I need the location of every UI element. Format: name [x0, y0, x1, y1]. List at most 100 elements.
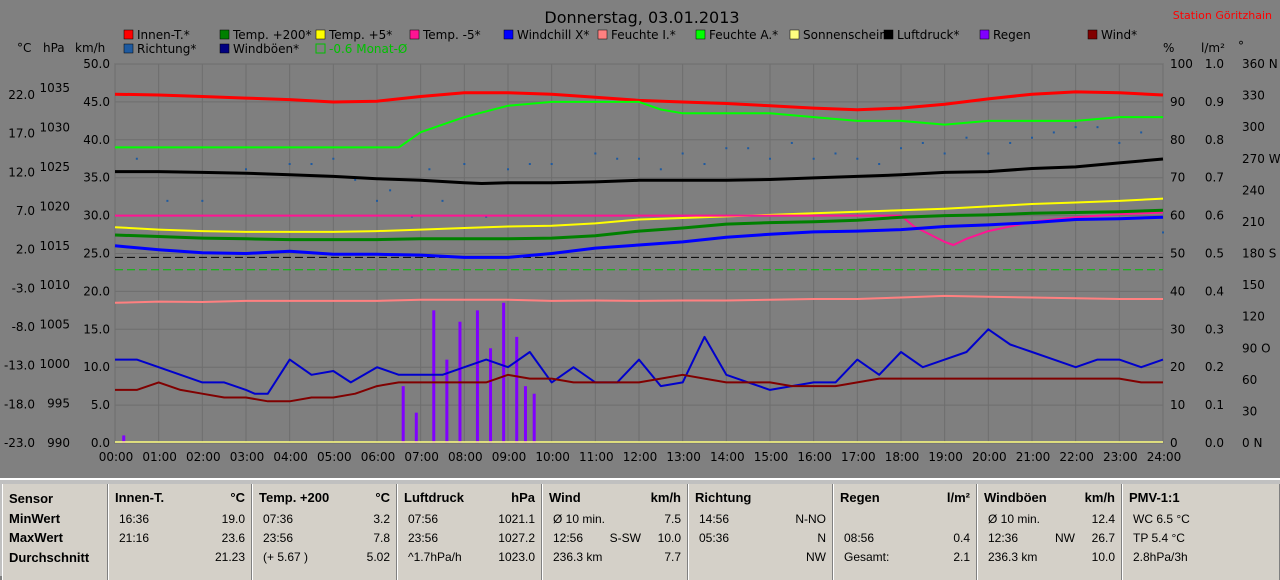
panel-cell-value: 0.4 [953, 531, 970, 545]
direction-point [410, 215, 413, 218]
panel-title: Luftdruck [404, 490, 464, 505]
x-tick-label: 03:00 [230, 450, 265, 464]
rain-bar [515, 336, 519, 443]
direction-point [703, 163, 706, 166]
panel-unit: l/m² [946, 490, 970, 505]
legend-swatch [883, 29, 894, 40]
summary-panel: Luftdruck hPa 07:56 1021.1 23:56 1027.2 ^1.7hP… [397, 484, 542, 580]
pressure-tick-label: 1035 [39, 81, 70, 95]
summary-panel: Wind km/h Ø 10 min. 7.5 12:56 S-SW 10.0 236.3 k… [542, 484, 688, 580]
direction-point [1140, 131, 1143, 134]
row-label-panel: Sensor MinWert MaxWert Durchschnitt [2, 484, 108, 580]
series-line-feuchte-a- [115, 100, 1163, 149]
direction-point [389, 189, 392, 192]
direction-point [812, 157, 815, 160]
temp-tick-label: 22.0 [8, 88, 35, 102]
wind-tick-label: 0.0 [91, 436, 110, 450]
row-label-max: MaxWert [9, 530, 63, 545]
direction-tick-label: 270 W [1242, 152, 1280, 166]
panel-cell-label: 07:56 [408, 512, 439, 526]
rain-bar [401, 386, 405, 443]
direction-point [201, 199, 204, 202]
direction-point [1074, 126, 1077, 129]
humidity-tick-label: 50 [1170, 247, 1185, 261]
panel-row: TP 5.4 °C [1129, 531, 1273, 547]
direction-tick-label: 210 [1242, 215, 1265, 229]
legend-swatch [979, 29, 990, 40]
panel-title: Windböen [984, 490, 1047, 505]
panel-cell-value: 1021.1 [498, 512, 535, 526]
x-tick-label: 06:00 [361, 450, 396, 464]
panel-cell-label: 08:56 [844, 531, 875, 545]
legend-label: Luftdruck* [897, 28, 960, 42]
panel-cell-label: Ø 10 min. [988, 512, 1041, 526]
direction-point [616, 157, 619, 160]
panel-row: Ø 10 min. 7.5 [549, 512, 681, 528]
direction-point [790, 141, 793, 144]
panel-cell-label: 07:36 [263, 512, 294, 526]
series-line-luftdruck- [115, 157, 1164, 185]
direction-point [1162, 231, 1164, 234]
direction-point [463, 163, 466, 166]
panel-row: 07:56 1021.1 [404, 512, 535, 528]
panel-cell-value: 3.2 [373, 512, 390, 526]
temp-tick-label: 2.0 [16, 243, 35, 257]
direction-point [921, 141, 924, 144]
legend-label: Windböen* [233, 42, 299, 56]
legend-label: Wind* [1101, 28, 1137, 42]
direction-point [428, 168, 431, 171]
panel-row: 21.23 [115, 550, 245, 566]
row-label-avg: Durchschnitt [9, 550, 90, 565]
panel-row [840, 512, 970, 528]
panel-cell-value: 2.1 [953, 550, 970, 564]
direction-tick-label: 30 [1242, 404, 1257, 418]
wind-unit-label: km/h [75, 41, 105, 55]
x-tick-label: 14:00 [710, 450, 745, 464]
panel-title: Temp. +200 [259, 490, 330, 505]
direction-tick-label: 180 S [1242, 247, 1276, 261]
panel-cell-value: 1027.2 [498, 531, 535, 545]
humidity-tick-label: 30 [1170, 322, 1185, 336]
panel-row: 23:56 1027.2 [404, 531, 535, 547]
panel-row: 2.8hPa/3h [1129, 550, 1273, 566]
pressure-tick-label: 1020 [39, 199, 70, 213]
legend-swatch [123, 29, 134, 40]
pressure-unit-label: hPa [43, 41, 65, 55]
temp-tick-label: -23.0 [4, 436, 35, 450]
direction-tick-label: 240 [1242, 183, 1265, 197]
rain-bar [475, 310, 479, 443]
series-line-windchill-x- [114, 215, 1164, 259]
x-tick-label: 04:00 [273, 450, 308, 464]
legend-swatch [219, 43, 230, 54]
panel-cell-label: (+ 5.67 ) [263, 550, 309, 564]
direction-tick-label: 300 [1242, 120, 1265, 134]
legend-label: Temp. +5* [328, 28, 392, 42]
direction-point [1031, 136, 1033, 139]
x-tick-label: 20:00 [972, 450, 1007, 464]
humidity-tick-label: 60 [1170, 209, 1185, 223]
panel-cell-value: 10.0 [657, 531, 681, 545]
rain-tick-label: 0.2 [1205, 360, 1224, 374]
x-tick-label: 16:00 [797, 450, 832, 464]
panel-cell-label: 21:16 [119, 531, 150, 545]
temp-tick-label: 7.0 [16, 204, 35, 218]
legend-swatch [695, 29, 706, 40]
x-tick-label: 24:00 [1147, 450, 1182, 464]
direction-point [135, 157, 138, 160]
panel-cell-label: ^1.7hPa/h [408, 550, 462, 564]
series-line-innen-t- [114, 90, 1164, 112]
series-line-windb-en- [115, 328, 1164, 395]
panel-unit: °C [230, 490, 245, 505]
legend-label: Richtung* [137, 42, 196, 56]
panel-header: Temp. +200 °C [259, 490, 390, 506]
weather-chart: Donnerstag, 03.01.2013 Station Göritzhai… [3, 8, 1280, 464]
panel-cell-value: 12.4 [1091, 512, 1115, 526]
direction-point [747, 147, 750, 150]
x-tick-label: 10:00 [535, 450, 570, 464]
direction-point [550, 163, 553, 166]
panel-cell-value: 7.8 [373, 531, 390, 545]
rain-tick-label: 0.5 [1205, 247, 1224, 261]
x-tick-label: 09:00 [492, 450, 527, 464]
summary-panel: Windböen km/h Ø 10 min. 12.4 12:36 NW 26.7 236.… [977, 484, 1122, 580]
panel-unit: km/h [650, 490, 681, 505]
